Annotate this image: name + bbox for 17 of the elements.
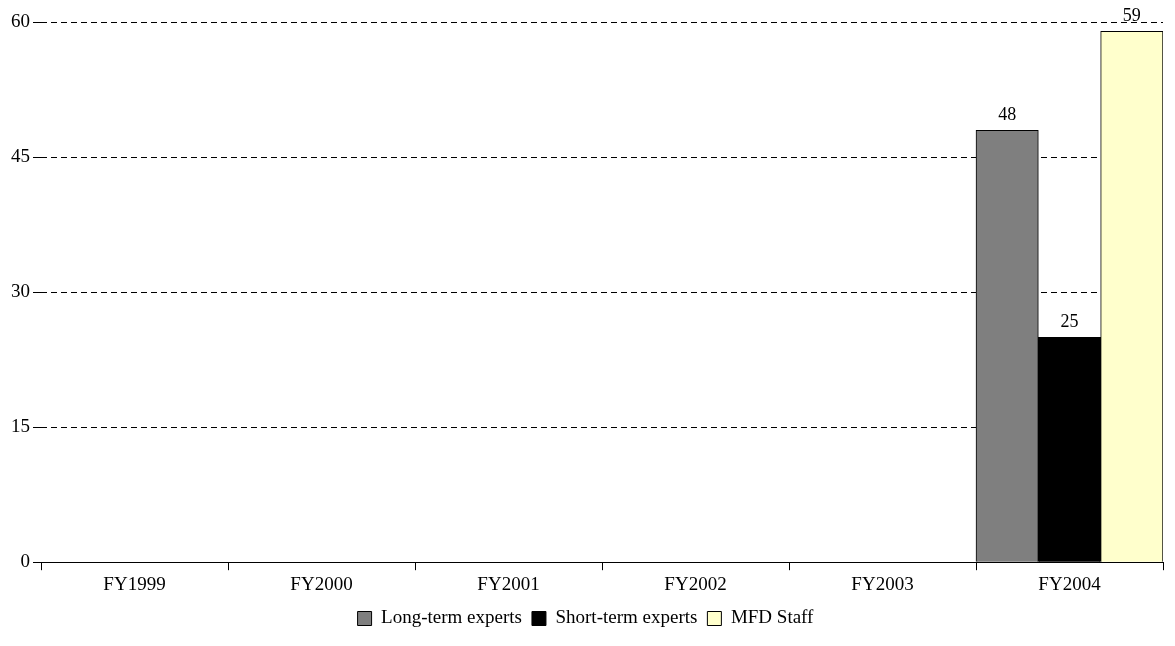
legend-label: MFD Staff (730, 606, 815, 628)
y-tick-label: 0 (20, 550, 30, 572)
y-tick-label: 45 (11, 145, 30, 167)
legend-label: Short-term experts (555, 606, 698, 628)
y-tick-label: 60 (11, 10, 30, 32)
x-tick-label: FY2002 (664, 572, 727, 594)
y-tick-label: 15 (11, 415, 30, 437)
x-tick-label: FY2003 (851, 572, 914, 594)
x-tick-label: FY1999 (103, 572, 166, 594)
data-label: 25 (1060, 311, 1079, 332)
x-tick-label: FY2001 (477, 572, 540, 594)
y-tick-label: 30 (11, 280, 30, 302)
data-label: 48 (998, 104, 1017, 125)
x-tick-label: FY2000 (290, 572, 353, 594)
data-label: 59 (1122, 5, 1141, 26)
legend-label: Long-term experts (381, 606, 522, 628)
x-tick-label: FY2004 (1038, 572, 1102, 594)
